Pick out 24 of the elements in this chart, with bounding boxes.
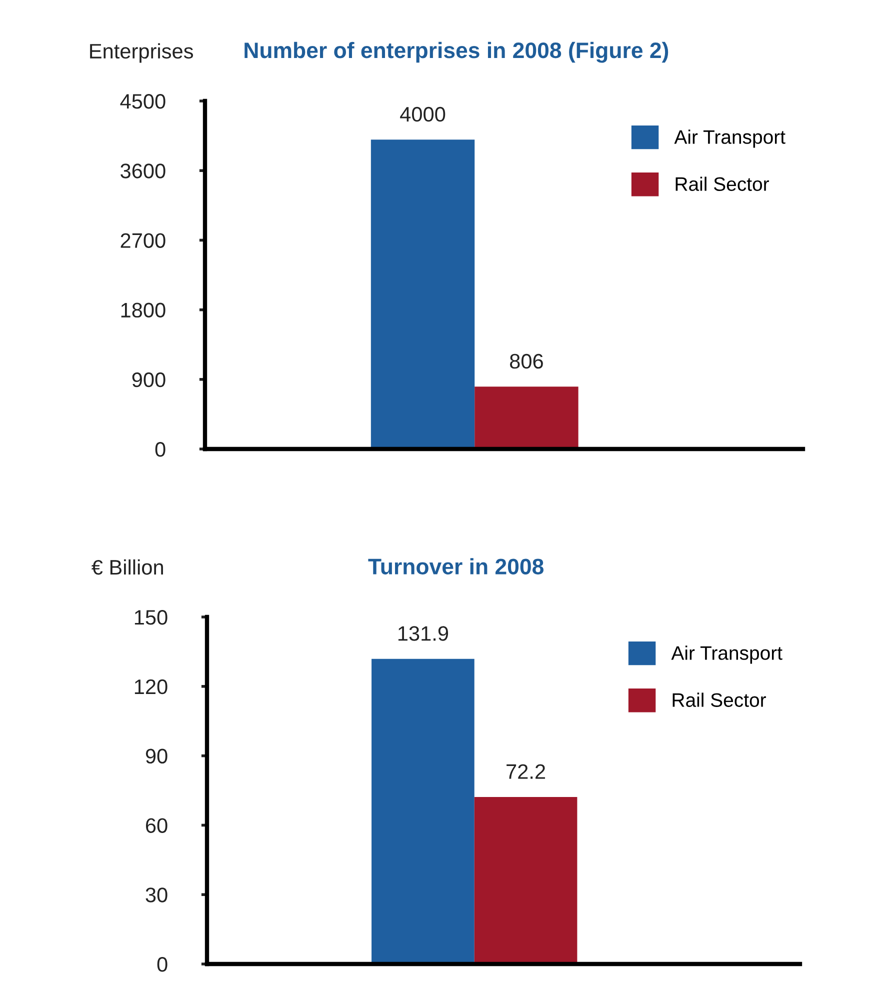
- chart-title: Turnover in 2008: [368, 558, 544, 574]
- legend-label: Rail Sector: [672, 692, 766, 707]
- data-label: 72.2: [506, 764, 546, 779]
- y-tick-label: 150: [134, 610, 168, 625]
- legend-label: Air Transport: [671, 646, 782, 664]
- y-tick-label: 2700: [120, 233, 166, 248]
- data-label: 4000: [400, 106, 446, 122]
- y-axis-title: € Billion: [92, 559, 163, 575]
- y-tick-label: 120: [134, 679, 168, 694]
- legend-label: Rail Sector: [676, 176, 769, 191]
- y-tick-label: 1800: [121, 302, 166, 318]
- y-tick-label: 0: [155, 442, 166, 457]
- y-tick-label: 4500: [120, 94, 166, 109]
- y-tick-label: 900: [132, 372, 166, 388]
- legend-label: Air Transport: [674, 130, 786, 148]
- y-tick-label: 3600: [120, 164, 166, 178]
- y-tick-label: 0: [157, 957, 168, 972]
- chart-title: Number of enterprises in 2008 (Figure 2): [244, 42, 668, 63]
- data-label: 806: [510, 354, 543, 369]
- y-tick-label: 30: [146, 888, 168, 902]
- y-tick-label: 60: [146, 818, 168, 833]
- data-label: 131.9: [398, 626, 448, 641]
- y-axis-title: Enterprises: [90, 43, 194, 63]
- y-tick-label: 90: [146, 748, 168, 764]
